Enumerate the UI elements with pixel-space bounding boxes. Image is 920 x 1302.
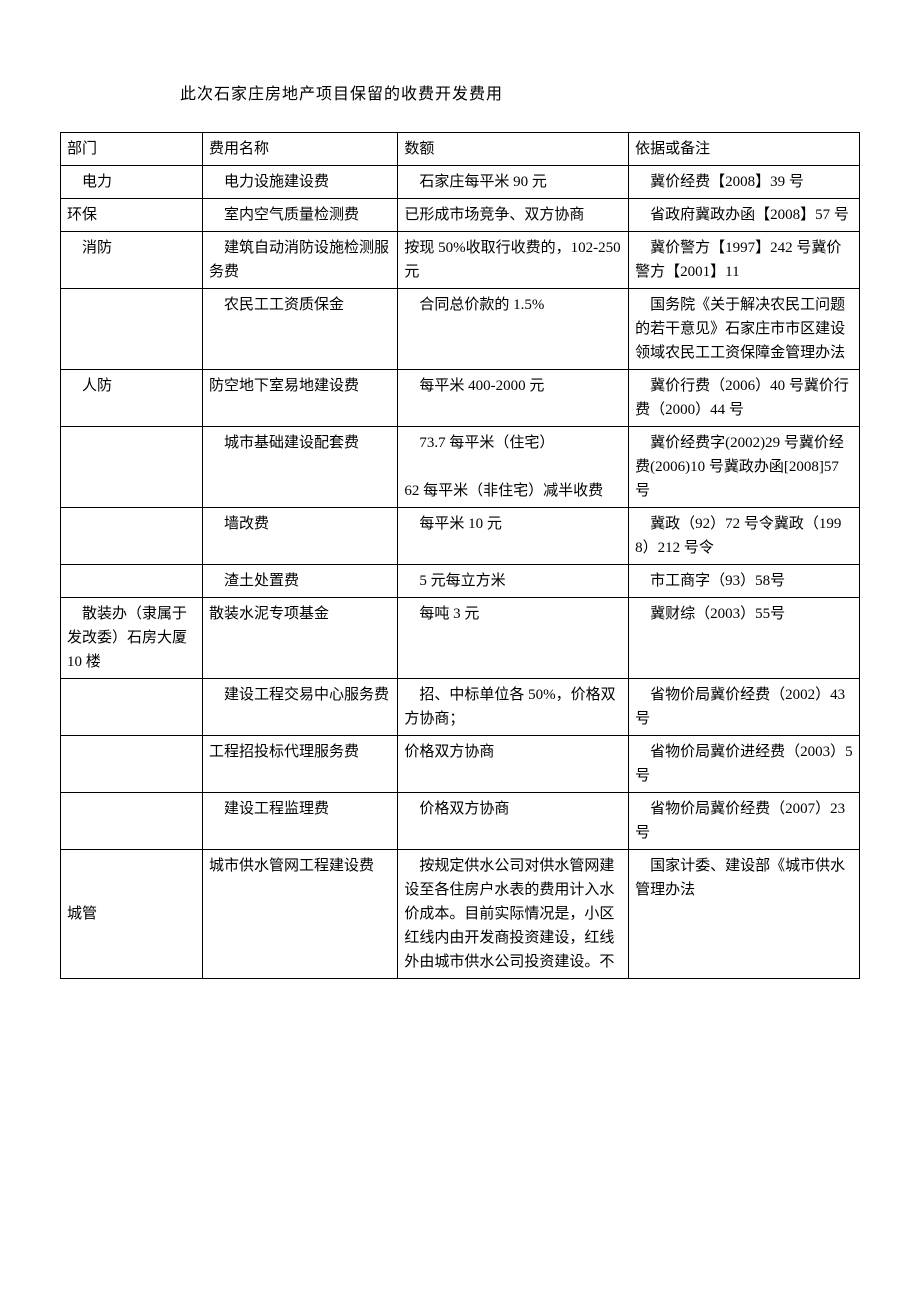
table-row: 建设工程监理费价格双方协商省物价局冀价经费（2007）23 号 (61, 793, 860, 850)
cell-basis: 冀价警方【1997】242 号冀价警方【2001】11 (629, 232, 860, 289)
cell-amount: 每平米 10 元 (398, 508, 629, 565)
col-fee: 费用名称 (203, 133, 398, 166)
table-row: 农民工工资质保金合同总价款的 1.5%国务院《关于解决农民工问题的若干意见》石家… (61, 289, 860, 370)
cell-fee: 电力设施建设费 (203, 166, 398, 199)
cell-basis: 省政府冀政办函【2008】57 号 (629, 199, 860, 232)
cell-fee: 室内空气质量检测费 (203, 199, 398, 232)
cell-amount: 按现 50%收取行收费的，102-250 元 (398, 232, 629, 289)
cell-basis: 冀价经费【2008】39 号 (629, 166, 860, 199)
cell-basis: 市工商字（93）58号 (629, 565, 860, 598)
table-row: 墙改费每平米 10 元冀政（92）72 号令冀政（1998）212 号令 (61, 508, 860, 565)
cell-basis: 省物价局冀价进经费（2003）5 号 (629, 736, 860, 793)
cell-dept: 环保 (61, 199, 203, 232)
cell-dept (61, 289, 203, 370)
cell-amount: 73.7 每平米（住宅）62 每平米（非住宅）减半收费 (398, 427, 629, 508)
cell-dept: 消防 (61, 232, 203, 289)
cell-basis: 国务院《关于解决农民工问题的若干意见》石家庄市市区建设领域农民工工资保障金管理办… (629, 289, 860, 370)
cell-fee: 建设工程交易中心服务费 (203, 679, 398, 736)
cell-dept: 电力 (61, 166, 203, 199)
cell-fee: 渣土处置费 (203, 565, 398, 598)
cell-dept (61, 793, 203, 850)
cell-fee: 防空地下室易地建设费 (203, 370, 398, 427)
cell-amount: 5 元每立方米 (398, 565, 629, 598)
table-row: 消防建筑自动消防设施检测服务费按现 50%收取行收费的，102-250 元冀价警… (61, 232, 860, 289)
col-dept: 部门 (61, 133, 203, 166)
page-title: 此次石家庄房地产项目保留的收费开发费用 (180, 80, 860, 104)
cell-fee: 城市基础建设配套费 (203, 427, 398, 508)
cell-dept (61, 736, 203, 793)
cell-dept (61, 565, 203, 598)
cell-amount: 招、中标单位各 50%，价格双方协商； (398, 679, 629, 736)
cell-amount: 每吨 3 元 (398, 598, 629, 679)
table-row: 人防防空地下室易地建设费每平米 400-2000 元冀价行费（2006）40 号… (61, 370, 860, 427)
cell-fee: 农民工工资质保金 (203, 289, 398, 370)
cell-fee: 工程招投标代理服务费 (203, 736, 398, 793)
table-row: 建设工程交易中心服务费招、中标单位各 50%，价格双方协商；省物价局冀价经费（2… (61, 679, 860, 736)
cell-fee: 墙改费 (203, 508, 398, 565)
cell-dept (61, 427, 203, 508)
cell-basis: 冀价行费（2006）40 号冀价行费（2000）44 号 (629, 370, 860, 427)
cell-dept: 城管 (61, 850, 203, 979)
cell-basis: 省物价局冀价经费（2007）23 号 (629, 793, 860, 850)
cell-amount: 按规定供水公司对供水管网建设至各住房户水表的费用计入水价成本。目前实际情况是，小… (398, 850, 629, 979)
cell-basis: 冀政（92）72 号令冀政（1998）212 号令 (629, 508, 860, 565)
cell-basis: 省物价局冀价经费（2002）43 号 (629, 679, 860, 736)
table-row: 散装办（隶属于发改委）石房大厦 10 楼散装水泥专项基金每吨 3 元冀财综（20… (61, 598, 860, 679)
cell-amount: 已形成市场竞争、双方协商 (398, 199, 629, 232)
table-row: 渣土处置费5 元每立方米市工商字（93）58号 (61, 565, 860, 598)
cell-dept: 人防 (61, 370, 203, 427)
cell-amount: 每平米 400-2000 元 (398, 370, 629, 427)
table-row: 工程招投标代理服务费价格双方协商省物价局冀价进经费（2003）5 号 (61, 736, 860, 793)
table-header-row: 部门 费用名称 数额 依据或备注 (61, 133, 860, 166)
col-amount: 数额 (398, 133, 629, 166)
cell-basis: 冀价经费字(2002)29 号冀价经费(2006)10 号冀政办函[2008]5… (629, 427, 860, 508)
table-row: 环保室内空气质量检测费已形成市场竞争、双方协商省政府冀政办函【2008】57 号 (61, 199, 860, 232)
cell-amount: 价格双方协商 (398, 793, 629, 850)
fees-table: 部门 费用名称 数额 依据或备注 电力电力设施建设费石家庄每平米 90 元冀价经… (60, 132, 860, 979)
cell-fee: 建设工程监理费 (203, 793, 398, 850)
cell-amount: 石家庄每平米 90 元 (398, 166, 629, 199)
col-basis: 依据或备注 (629, 133, 860, 166)
table-row: 城市基础建设配套费73.7 每平米（住宅）62 每平米（非住宅）减半收费冀价经费… (61, 427, 860, 508)
cell-fee: 城市供水管网工程建设费 (203, 850, 398, 979)
cell-basis: 国家计委、建设部《城市供水管理办法 (629, 850, 860, 979)
cell-dept: 散装办（隶属于发改委）石房大厦 10 楼 (61, 598, 203, 679)
cell-fee: 散装水泥专项基金 (203, 598, 398, 679)
cell-amount: 价格双方协商 (398, 736, 629, 793)
cell-fee: 建筑自动消防设施检测服务费 (203, 232, 398, 289)
cell-dept (61, 508, 203, 565)
table-row: 电力电力设施建设费石家庄每平米 90 元冀价经费【2008】39 号 (61, 166, 860, 199)
cell-dept (61, 679, 203, 736)
table-row: 城管城市供水管网工程建设费按规定供水公司对供水管网建设至各住房户水表的费用计入水… (61, 850, 860, 979)
cell-amount: 合同总价款的 1.5% (398, 289, 629, 370)
cell-basis: 冀财综（2003）55号 (629, 598, 860, 679)
